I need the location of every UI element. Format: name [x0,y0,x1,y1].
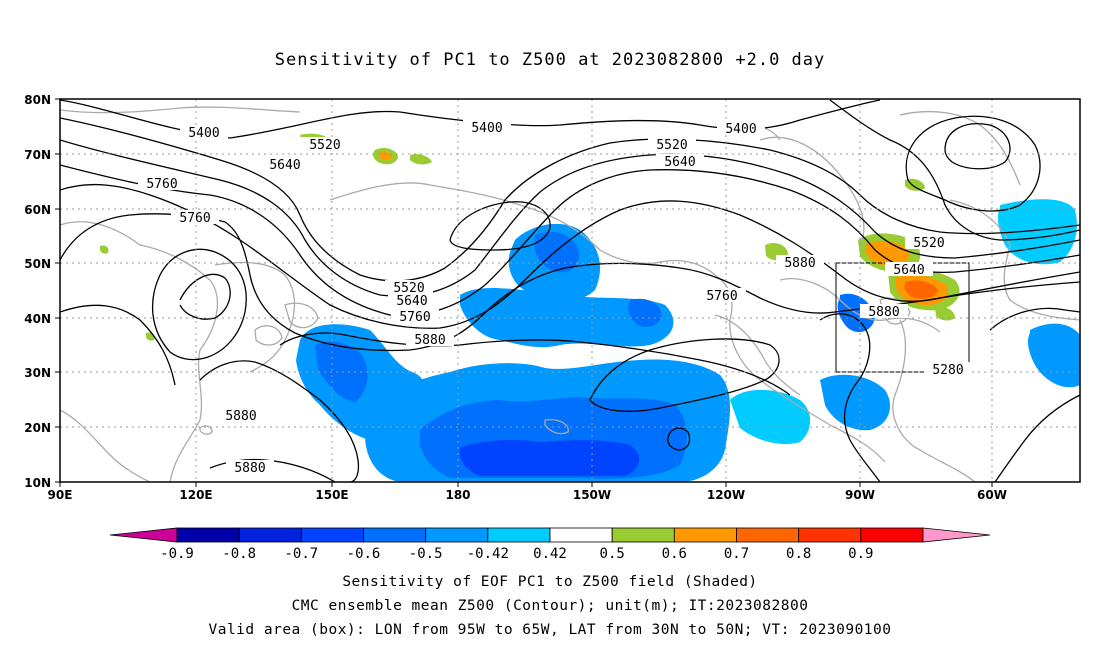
gridlines [60,99,1080,482]
colorbar-tick-label: -0.5 [409,546,443,562]
caption-line-2: CMC ensemble mean Z500 (Contour); unit(m… [291,598,809,614]
contour-label: 5520 [656,138,687,153]
contour-label: 5880 [784,256,815,271]
colorbar-segment [487,527,551,543]
contour-label: 5760 [146,177,177,192]
contour-label: 5880 [225,409,256,424]
contour-label: 5880 [234,461,265,476]
colorbar-segment [673,527,737,543]
contour-label: 5400 [725,122,756,137]
map-title: Sensitivity of PC1 to Z500 at 2023082800… [274,50,826,70]
colorbar-tick-label: -0.6 [347,546,381,562]
lon-label: 120W [707,488,745,502]
longitude-labels: 90E 120E 150E 180 150W 120W 90W 60W [48,488,1007,502]
colorbar-segment [611,527,675,543]
caption-line-3: Valid area (box): LON from 95W to 65W, L… [208,622,892,638]
lat-label: 10N [24,476,51,490]
colorbar [109,527,991,543]
contour-label: 5520 [393,281,424,296]
lon-label: 180 [445,488,470,502]
contour-label: 5400 [471,121,502,136]
contour-label: 5520 [309,138,340,153]
colorbar-tick-label: 0.5 [600,546,625,562]
contour-label: 5760 [706,289,737,304]
shaded-negative-sensitivity [296,199,1080,482]
contour-label: 5400 [188,126,219,141]
colorbar-tick-label: -0.8 [222,546,256,562]
caption-line-1: Sensitivity of EOF PC1 to Z500 field (Sh… [342,574,758,590]
contour-label: 5640 [664,155,695,170]
colorbar-tick-label: -0.42 [467,546,509,562]
lon-label: 90W [845,488,875,502]
contour-label: 5280 [932,363,963,378]
colorbar-tick-label: -0.7 [284,546,318,562]
colorbar-tick-label: -0.9 [160,546,194,562]
contour-label: 5640 [396,294,427,309]
colorbar-tick-label: 0.42 [533,546,567,562]
lat-label: 70N [24,148,51,162]
colorbar-tick-label: 0.7 [724,546,749,562]
colorbar-tick-label: 0.9 [848,546,873,562]
lat-label: 30N [24,366,51,380]
colorbar-tick-label: 0.6 [662,546,687,562]
contour-label: 5520 [913,236,944,251]
lat-label: 40N [24,312,51,326]
lon-label: 150W [573,488,611,502]
lat-label: 50N [24,257,51,271]
axis-ticks [55,98,993,487]
contour-label: 5640 [269,158,300,173]
latitude-labels: 80N 70N 60N 50N 40N 30N 20N 10N [24,93,51,490]
colorbar-tick-label: 0.8 [786,546,811,562]
colorbar-segment [549,527,613,543]
colorbar-segment [798,527,862,543]
lat-label: 80N [24,93,51,107]
colorbar-segment [736,527,800,543]
plot-frame [59,98,1081,483]
lat-label: 60N [24,203,51,217]
lon-label: 90E [48,488,73,502]
coastlines [60,106,1080,482]
colorbar-segment [176,527,240,543]
colorbar-segment [238,527,302,543]
contour-label: 5760 [179,211,210,226]
colorbar-segment [300,527,364,543]
colorbar-segment [860,527,924,543]
contour-label: 5760 [399,310,430,325]
colorbar-segment [363,527,427,543]
contour-label: 5640 [893,263,924,278]
colorbar-extend-low [109,527,178,543]
lat-label: 20N [24,421,51,435]
lon-label: 150E [315,488,348,502]
contour-label: 5880 [868,305,899,320]
z500-contours [60,99,1080,482]
lon-label: 120E [179,488,212,502]
lon-label: 60W [977,488,1007,502]
colorbar-extend-high [922,527,991,543]
colorbar-tick-labels: -0.9 -0.8 -0.7 -0.6 -0.5 -0.42 0.42 0.5 0.6 0.7 0.… [160,546,873,562]
contour-label: 5880 [414,333,445,348]
colorbar-segment [425,527,489,543]
contour-labels: 5400 5400 5400 5520 5520 5520 5520 5640 … [138,120,972,476]
